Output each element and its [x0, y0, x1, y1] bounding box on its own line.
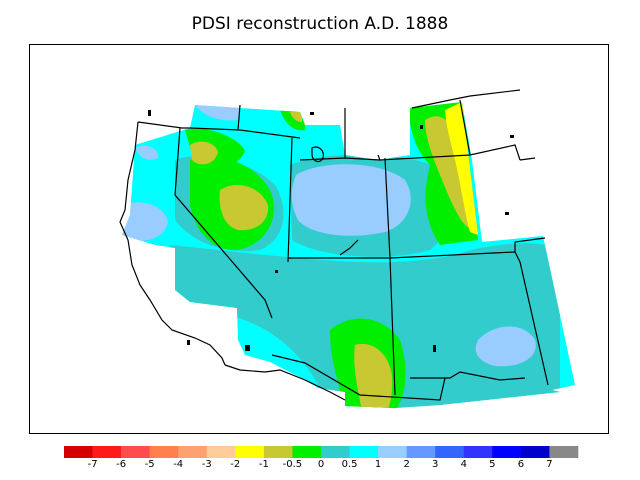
colorado-kansas-border [514, 237, 546, 252]
field-lightblue-utah [291, 164, 411, 236]
lake-8 [245, 345, 250, 351]
nm-texas-border [514, 251, 549, 386]
map-title: PDSI reconstruction A.D. 1888 [191, 14, 449, 34]
california-nevada-border [174, 127, 273, 319]
lake-1 [148, 110, 151, 116]
oregon-border [137, 121, 301, 139]
field-olive-nevada [219, 185, 269, 231]
legend-tick-label: 0.5 [341, 459, 358, 470]
dakota-border-2 [469, 89, 521, 97]
baja-coast [224, 364, 346, 401]
lake-4 [505, 212, 509, 215]
field-olive-nw [290, 112, 302, 122]
arizona-nm-border [389, 257, 396, 396]
legend-tick-label: -1 [258, 459, 269, 470]
legend-tick-label: 5 [489, 459, 496, 470]
map-borders [119, 89, 549, 401]
legend-tick-label: 6 [517, 459, 525, 470]
lake-5 [275, 270, 278, 273]
field-lightblue-oregon [195, 105, 240, 121]
mexico-border [271, 354, 446, 401]
legend-tick-label: -2 [230, 459, 241, 470]
pdsi-field [122, 102, 575, 408]
nevada-utah-border [287, 137, 293, 263]
lake-9 [510, 135, 514, 138]
lake-3 [420, 125, 423, 129]
legend-tick-label: 3 [432, 459, 439, 470]
legend-tick-label: -5 [144, 459, 155, 470]
map-lakes [148, 110, 514, 352]
legend-tick-label: -3 [201, 459, 212, 470]
field-lightblue-nwcoast [135, 145, 159, 160]
utah-top-border [299, 157, 381, 161]
nm-south-border [410, 371, 526, 381]
idaho-border [237, 104, 241, 131]
great-salt-lake [311, 146, 324, 163]
legend-tick-label: 2 [403, 459, 410, 470]
montana-dakota-border [459, 99, 471, 156]
field-lightblue-nm [475, 326, 536, 367]
field-olive-wyoming [425, 116, 472, 230]
legend-tick-label: 1 [374, 459, 382, 470]
lake-6 [433, 345, 436, 352]
nebraska-border [519, 157, 536, 161]
utah-colorado-border [384, 157, 391, 259]
map-frame [29, 44, 609, 434]
legend-tick-label: 0 [317, 459, 325, 470]
legend-tick-label: 7 [546, 459, 553, 470]
field-lightblue-california [122, 202, 168, 242]
lake-powell [339, 239, 359, 256]
field-yellow-wyoming [445, 102, 478, 235]
field-olive-idaho [190, 141, 218, 165]
legend-tick-label: -6 [116, 459, 127, 470]
legend-tick-label: 4 [460, 459, 467, 470]
lake-7 [187, 340, 190, 345]
lake-2 [310, 112, 314, 115]
ca-coast [119, 121, 226, 366]
legend-tick-label: -4 [173, 459, 184, 470]
legend-tick-label: -7 [87, 459, 98, 470]
dakota-border [411, 95, 471, 109]
legend-tick-label: -0.5 [282, 459, 303, 470]
